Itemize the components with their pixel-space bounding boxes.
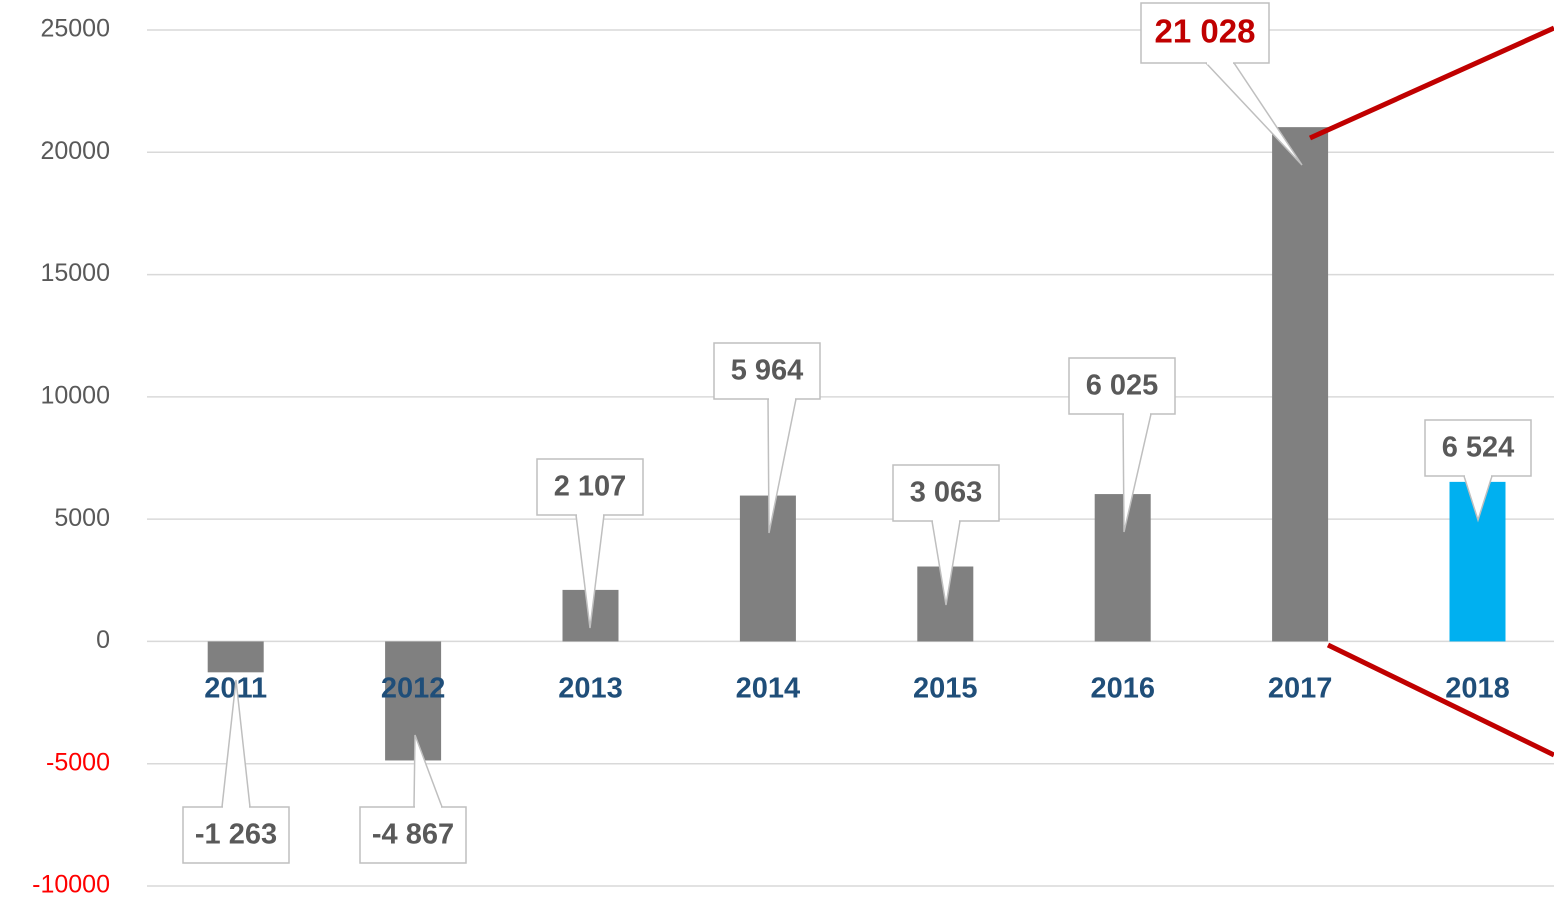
- x-tick-label: 2013: [558, 673, 623, 705]
- bar: [739, 495, 796, 642]
- value-label: -4 867: [372, 819, 454, 851]
- bar: [207, 641, 264, 673]
- callout-pointer: [1204, 62, 1303, 166]
- callout-box: [536, 458, 644, 516]
- y-tick-label: 15000: [40, 259, 110, 287]
- callout-box: [1140, 2, 1270, 64]
- bars: [207, 127, 1506, 761]
- x-tick-label: 2015: [913, 673, 978, 705]
- x-tick-label: 2018: [1445, 673, 1510, 705]
- y-tick-label: 10000: [40, 381, 110, 409]
- bar: [1272, 127, 1329, 642]
- callout-box: [1068, 357, 1176, 415]
- value-label: 3 063: [910, 477, 983, 509]
- callout-box: [713, 342, 821, 400]
- value-label: 2 107: [554, 471, 627, 503]
- trend-line: [1326, 642, 1554, 758]
- y-tick-label: -5000: [46, 748, 110, 776]
- callout-box: [1424, 419, 1532, 477]
- x-tick-label: 2012: [381, 673, 446, 705]
- value-label: 21 028: [1155, 13, 1256, 50]
- labels: 20112012201320142015201620172018: [204, 673, 1510, 705]
- callout-box: [359, 806, 467, 864]
- y-tick-label: 5000: [54, 504, 110, 532]
- y-tick-label: -10000: [32, 871, 110, 898]
- x-tick-label: 2016: [1090, 673, 1155, 705]
- bar: [1094, 494, 1151, 642]
- value-label: -1 263: [195, 819, 277, 851]
- callout-box: [892, 464, 1000, 522]
- bar: [385, 641, 442, 761]
- trend-line: [1308, 25, 1554, 141]
- x-tick-label: 2014: [736, 673, 801, 705]
- grid: -10000 -5000 0 5000 10000 15000 20000 25000: [32, 15, 1554, 898]
- value-label: 5 964: [731, 355, 804, 387]
- x-tick-label: 2017: [1268, 673, 1333, 705]
- callouts: -1 263 -4 867 2 107 5 964 3 063 6 025 21 028 6 …: [182, 2, 1532, 864]
- y-tick-label: 0: [96, 626, 110, 654]
- value-label: 6 025: [1086, 370, 1159, 402]
- y-tick-label: 20000: [40, 137, 110, 165]
- callout-box: [182, 806, 290, 864]
- value-label: 6 524: [1442, 432, 1515, 464]
- y-tick-label: 25000: [40, 15, 110, 43]
